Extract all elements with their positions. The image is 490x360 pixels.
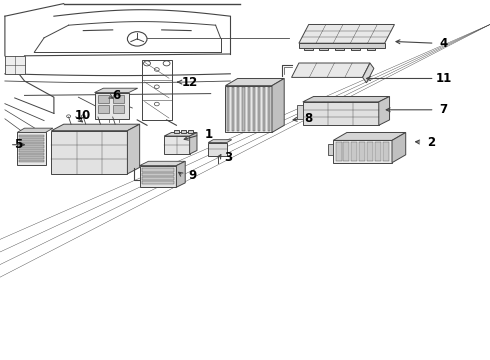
Polygon shape bbox=[299, 24, 394, 43]
Bar bbox=[359, 142, 365, 161]
Bar bbox=[113, 105, 124, 113]
Bar bbox=[19, 149, 44, 152]
Text: 6: 6 bbox=[113, 89, 121, 102]
Bar bbox=[263, 87, 265, 131]
Bar bbox=[232, 87, 234, 131]
Polygon shape bbox=[95, 93, 129, 119]
Bar bbox=[188, 130, 193, 133]
Bar bbox=[367, 48, 375, 50]
Bar bbox=[343, 142, 349, 161]
Text: 9: 9 bbox=[188, 169, 196, 182]
Polygon shape bbox=[190, 132, 197, 154]
Bar bbox=[253, 87, 255, 131]
Polygon shape bbox=[303, 96, 390, 102]
Bar bbox=[247, 87, 250, 131]
Bar bbox=[227, 87, 229, 131]
Bar bbox=[142, 60, 172, 120]
Bar bbox=[19, 145, 44, 148]
Text: 5: 5 bbox=[15, 138, 23, 151]
Polygon shape bbox=[51, 124, 140, 131]
Bar bbox=[237, 87, 240, 131]
Polygon shape bbox=[5, 56, 24, 74]
Text: 1: 1 bbox=[204, 129, 212, 141]
Bar bbox=[98, 95, 109, 103]
Polygon shape bbox=[299, 43, 385, 48]
Text: 8: 8 bbox=[305, 112, 313, 125]
Polygon shape bbox=[140, 161, 185, 166]
Polygon shape bbox=[328, 144, 333, 155]
Bar bbox=[243, 87, 245, 131]
Bar bbox=[181, 130, 186, 133]
Polygon shape bbox=[225, 86, 272, 132]
Bar bbox=[142, 168, 174, 171]
Polygon shape bbox=[225, 78, 284, 86]
Text: 2: 2 bbox=[427, 136, 435, 149]
Polygon shape bbox=[272, 78, 284, 132]
Bar bbox=[19, 142, 44, 144]
Text: 12: 12 bbox=[182, 76, 198, 89]
Polygon shape bbox=[292, 63, 370, 77]
Bar bbox=[19, 135, 44, 137]
Bar bbox=[351, 142, 357, 161]
Polygon shape bbox=[51, 131, 127, 174]
Bar bbox=[258, 87, 260, 131]
Bar bbox=[268, 87, 270, 131]
Bar bbox=[174, 130, 179, 133]
Polygon shape bbox=[208, 140, 232, 143]
Text: 3: 3 bbox=[224, 151, 232, 164]
Bar bbox=[19, 138, 44, 141]
Bar bbox=[335, 48, 344, 50]
Polygon shape bbox=[363, 63, 374, 83]
Bar bbox=[142, 173, 174, 176]
Text: 11: 11 bbox=[435, 72, 452, 85]
Polygon shape bbox=[127, 124, 140, 174]
Polygon shape bbox=[140, 166, 176, 187]
Bar bbox=[351, 48, 360, 50]
Text: 10: 10 bbox=[74, 109, 91, 122]
Polygon shape bbox=[17, 128, 53, 132]
Polygon shape bbox=[95, 88, 138, 93]
Bar bbox=[375, 142, 381, 161]
Polygon shape bbox=[392, 132, 406, 163]
Bar bbox=[98, 105, 109, 113]
Polygon shape bbox=[333, 140, 392, 163]
Bar bbox=[19, 153, 44, 155]
Bar bbox=[142, 181, 174, 184]
Polygon shape bbox=[17, 132, 46, 165]
Bar bbox=[304, 48, 313, 50]
Text: 4: 4 bbox=[440, 37, 447, 50]
Polygon shape bbox=[176, 161, 185, 187]
Polygon shape bbox=[379, 96, 390, 125]
Bar bbox=[319, 48, 328, 50]
Polygon shape bbox=[333, 132, 406, 140]
Polygon shape bbox=[303, 102, 379, 125]
Polygon shape bbox=[297, 105, 303, 119]
Text: 7: 7 bbox=[440, 103, 447, 116]
Bar bbox=[367, 142, 373, 161]
Bar bbox=[113, 95, 124, 103]
Bar bbox=[142, 177, 174, 180]
Polygon shape bbox=[164, 132, 197, 136]
Polygon shape bbox=[164, 136, 190, 154]
Bar bbox=[383, 142, 389, 161]
Bar bbox=[336, 142, 342, 161]
Bar bbox=[19, 160, 44, 162]
Polygon shape bbox=[208, 143, 227, 156]
Bar bbox=[19, 156, 44, 159]
